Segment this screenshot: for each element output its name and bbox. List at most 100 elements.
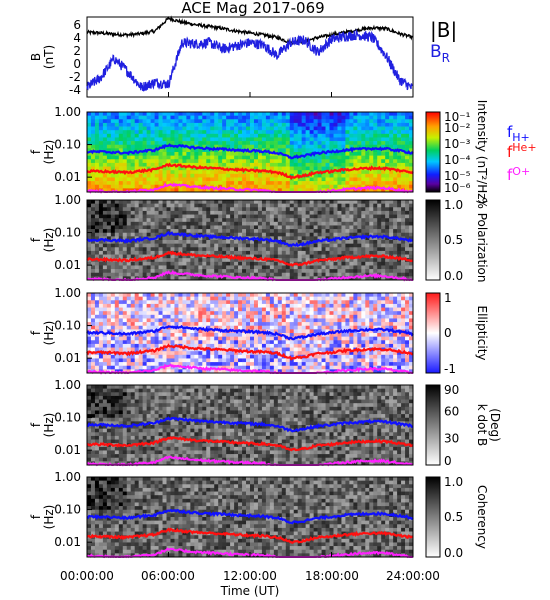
spectrogram-cell: [353, 276, 358, 281]
spectrogram-cell: [174, 322, 179, 327]
spectrogram-cell: [110, 225, 116, 230]
spectrogram-cell: [174, 311, 179, 316]
spectrogram-cell: [178, 365, 183, 370]
spectrogram-cell: [273, 173, 279, 178]
spectrogram-cell: [198, 225, 203, 230]
spectrogram-cell: [106, 130, 112, 135]
spectrogram-cell: [250, 365, 255, 370]
spectrogram-cell: [325, 365, 330, 370]
spectrogram-cell: [361, 200, 366, 204]
spectrogram-cell: [353, 207, 358, 212]
spectrogram-cell: [146, 173, 151, 178]
spectrogram-cell: [329, 240, 334, 244]
spectrogram-cell: [138, 162, 143, 167]
spectrogram-cell: [178, 159, 183, 164]
spectrogram-cell: [218, 200, 223, 204]
spectrogram-cell: [317, 122, 322, 127]
spectrogram-cell: [154, 115, 159, 120]
spectrogram-cell: [389, 159, 394, 164]
spectrogram-cell: [357, 214, 362, 219]
spectrogram-cell: [357, 200, 362, 204]
spectrogram-cell: [194, 314, 199, 319]
spectrogram-cell: [281, 318, 287, 323]
spectrogram-cell: [246, 311, 251, 316]
spectrogram-cell: [349, 184, 354, 189]
spectrogram-cell: [293, 296, 299, 301]
spectrogram-cell: [250, 314, 255, 319]
spectrogram-cell: [405, 133, 410, 138]
spectrogram-cell: [381, 144, 386, 149]
spectrogram-cell: [361, 232, 366, 237]
spectrogram-cell: [321, 300, 326, 305]
spectrogram-cell: [345, 229, 350, 234]
spectrogram-cell: [134, 362, 139, 367]
spectrogram-cell: [393, 166, 398, 171]
spectrogram-cell: [222, 247, 227, 252]
spectrogram-cell: [202, 303, 207, 308]
spectrogram-cell: [333, 173, 338, 178]
spectrogram-cell: [122, 137, 128, 142]
spectrogram-cell: [158, 265, 163, 270]
spectrogram-cell: [94, 293, 100, 297]
spectrogram-cell: [393, 141, 398, 146]
spectrogram-cell: [154, 269, 159, 274]
spectrogram-cell: [138, 155, 143, 160]
spectrogram-cell: [230, 340, 235, 345]
spectrogram-cell: [381, 269, 386, 274]
spectrogram-cell: [146, 250, 151, 255]
spectrogram-cell: [222, 203, 227, 208]
spectrogram-cell: [134, 272, 139, 277]
spectrogram-cell: [301, 200, 306, 204]
spectrogram-cell: [198, 247, 203, 252]
spectrogram-cell: [226, 137, 231, 142]
spectrogram-cell: [365, 250, 370, 255]
spectrogram-cell: [178, 293, 183, 297]
spectrogram-cell: [166, 265, 171, 270]
spectrogram-cell: [242, 115, 247, 120]
spectrogram-cell: [369, 250, 374, 255]
spectrogram-cell: [301, 347, 306, 352]
spectrogram-cell: [222, 173, 227, 178]
spectrogram-cell: [305, 232, 310, 237]
spectrogram-cell: [114, 126, 120, 131]
spectrogram-cell: [341, 243, 346, 248]
spectrogram-cell: [102, 307, 108, 312]
spectrogram-cell: [357, 261, 362, 266]
spectrogram-cell: [250, 130, 255, 135]
spectrogram-cell: [222, 369, 227, 374]
spectrogram-cell: [166, 296, 171, 301]
spectrogram-cell: [409, 173, 414, 178]
spectrogram-cell: [90, 293, 96, 297]
spectrogram-cell: [214, 322, 219, 327]
spectrogram-cell: [401, 144, 406, 149]
spectrogram-cell: [174, 177, 179, 182]
spectrogram-cell: [154, 250, 159, 255]
spectrogram-cell: [301, 225, 306, 230]
spectrogram-cell: [242, 303, 247, 308]
spectrogram-cell: [357, 141, 362, 146]
spectrogram-cell: [369, 214, 374, 219]
spectrogram-cell: [317, 166, 322, 171]
spectrogram-cell: [265, 112, 271, 116]
spectrogram-cell: [210, 269, 215, 274]
spectrogram-cell: [261, 155, 267, 160]
spectrogram-cell: [190, 322, 195, 327]
spectrogram-cell: [126, 144, 132, 149]
spectrogram-cell: [230, 333, 235, 337]
spectrogram-cell: [401, 247, 406, 252]
spectrogram-cell: [162, 318, 167, 323]
spectrogram-cell: [289, 159, 295, 164]
spectrogram-cell: [250, 340, 255, 345]
spectrogram-cell: [281, 336, 287, 341]
spectrogram-cell: [369, 207, 374, 212]
spectrogram-cell: [297, 296, 302, 301]
spectrogram-cell: [186, 159, 191, 164]
spectrogram-cell: [381, 133, 386, 138]
spectrogram-cell: [238, 303, 243, 308]
spectrogram-cell: [257, 347, 263, 352]
spectrogram-cell: [150, 225, 155, 230]
spectrogram-cell: [281, 369, 287, 374]
spectrogram-cell: [405, 254, 410, 259]
spectrogram-cell: [186, 369, 191, 374]
spectrogram-cell: [214, 362, 219, 367]
